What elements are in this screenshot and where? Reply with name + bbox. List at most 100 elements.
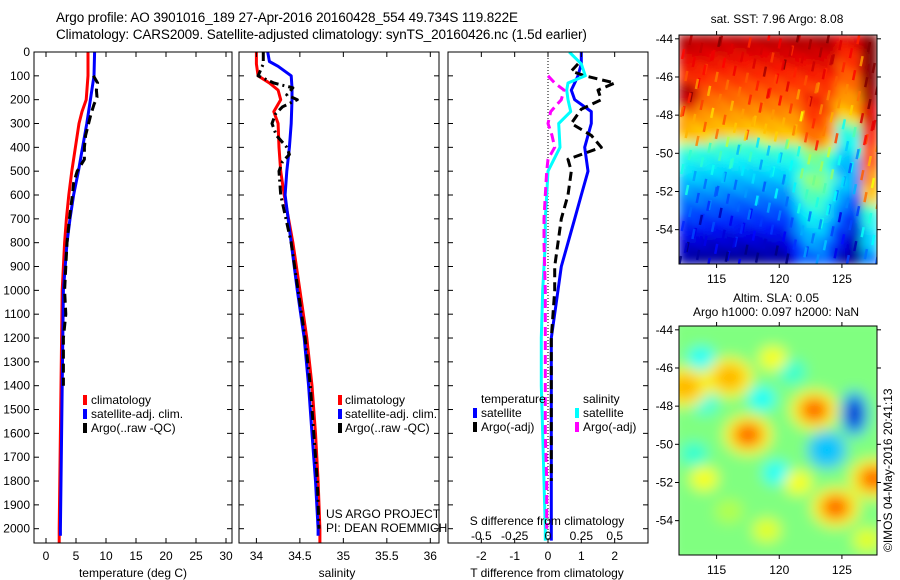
sst-cell [846,218,854,226]
sst-cell [821,44,829,51]
sst-cell [831,148,839,156]
sst-cell [732,203,740,211]
sst-cell [732,68,740,76]
temperature-legend: climatology satellite-adj. clim. Argo(..… [83,393,183,435]
sst-cell [683,178,690,186]
sst-texture [785,138,791,149]
sst-texture [853,240,858,252]
sst-cell [831,73,839,81]
sst-cell [702,198,710,206]
sst-cell [732,44,740,51]
sst-cell [841,138,849,146]
sst-cell [786,213,794,221]
sst-texture [707,199,713,211]
sst-cell [786,173,794,181]
y-tick-label: 700 [10,212,30,226]
sst-cell [717,243,725,251]
legend-swatch-sal-argo [575,422,579,432]
sst-texture [814,197,820,208]
sst-cell [692,183,700,191]
sst-cell [821,88,829,96]
sst-cell [762,158,770,166]
sst-cell [831,163,839,171]
sst-texture [807,39,813,50]
sst-cell [679,243,685,251]
sst-cell [782,193,789,201]
figure-title-line1: Argo profile: AO 3901016_189 27-Apr-2016… [56,10,518,25]
sst-cell [831,133,839,141]
sst-cell [687,143,695,151]
legend-swatch-climatology [83,395,87,405]
sst-cell [791,138,799,146]
sst-cell [816,35,824,41]
sst-cell [816,133,824,141]
sst-cell [702,213,710,221]
sst-cell [806,48,814,56]
sst-cell [767,73,775,81]
sst-cell [871,133,877,141]
sst-cell [836,208,844,216]
sst-texture [825,35,831,44]
sst-texture [758,102,763,113]
sst-cell [786,253,794,260]
sst-cell [707,253,715,260]
sst-texture [855,205,861,217]
sst-cell [717,253,725,260]
sst-cell [782,108,789,116]
x-tick-label: 5 [73,549,80,563]
sst-cell [846,233,854,241]
sst-cell [806,223,814,231]
sst-cell [752,203,760,211]
sst-cell [846,44,854,51]
sst-cell [786,93,794,101]
map-y-tick-label: -52 [656,184,674,198]
sst-cell [791,193,799,201]
sst-cell [712,213,720,221]
sst-cell [747,58,755,66]
sst-cell [767,233,775,241]
sst-cell [826,63,834,71]
sst-cell [851,93,859,101]
sst-cell [707,138,715,146]
sst-cell [772,138,779,146]
sst-cell [811,93,819,101]
sst-cell [707,183,715,191]
sst-cell [786,153,794,161]
sst-cell [786,73,794,81]
figure-title-line2: Climatology: CARS2009. Satellite-adjuste… [56,27,587,42]
sst-cell [821,193,829,201]
sst-cell [737,128,745,136]
sst-texture [687,92,692,104]
sst-texture [741,222,746,233]
sst-texture [864,76,869,88]
sst-cell [737,258,745,264]
sst-cell [801,39,809,46]
sst-texture [871,62,876,74]
sst-texture [780,60,786,71]
sst-cell [801,208,809,216]
sst-texture [811,175,817,186]
sst-cell [772,158,779,166]
sst-cell [752,63,760,71]
sst-cell [687,118,695,126]
sst-texture [773,74,778,85]
sst-texture [740,108,745,119]
sst-cell [786,203,794,211]
sst-cell [786,198,794,206]
sst-cell [737,98,745,106]
sst-cell [732,168,740,176]
sst-cell [697,198,705,206]
legend-swatch-sal-satellite [575,408,579,418]
legend-label-satellite: satellite-adj. clim. [345,407,437,421]
sst-cell [679,98,685,106]
sst-texture [777,210,782,221]
sst-cell [702,208,710,216]
sst-cell [826,158,834,166]
sst-cell [742,98,750,106]
sst-cell [806,183,814,191]
sst-cell [791,158,799,166]
sst-cell [737,58,745,66]
sst-cell [683,53,690,61]
sst-cell [851,78,859,86]
sst-cell [851,143,859,151]
